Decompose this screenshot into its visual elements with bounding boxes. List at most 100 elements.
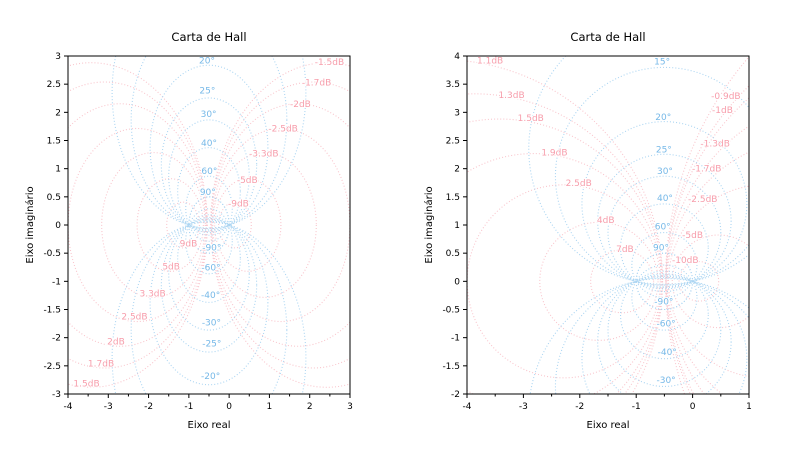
magnitude-db-label: 4dB bbox=[597, 216, 615, 226]
y-tick-label: 1 bbox=[454, 221, 460, 231]
y-tick-label: 4 bbox=[454, 52, 460, 62]
magnitude-db-label: 3.3dB bbox=[139, 290, 165, 300]
magnitude-db-label: 1.5dB bbox=[518, 114, 544, 124]
y-tick-label: 1 bbox=[55, 165, 61, 175]
x-tick-label: 2 bbox=[307, 402, 313, 412]
phase-circle bbox=[130, 56, 288, 230]
phase-deg-label: 60° bbox=[655, 223, 671, 233]
x-tick-label: 1 bbox=[746, 402, 752, 412]
hall-chart-right: 1.1dB 1.3dB 1.5dB 1.9dB 2.5dB 4dB 7dB -0.71dB -0… bbox=[423, 30, 752, 431]
phase-deg-label: 40° bbox=[657, 194, 673, 204]
magnitude-db-label: -1.7dB bbox=[302, 78, 331, 88]
phase-deg-label: -40° bbox=[201, 291, 220, 301]
phase-circle bbox=[111, 56, 307, 229]
magnitude-circle bbox=[467, 93, 663, 394]
phase-circle bbox=[619, 270, 709, 360]
magnitude-circle bbox=[101, 152, 206, 298]
y-tick-label: -0.5 bbox=[442, 306, 460, 316]
phase-deg-label: -30° bbox=[202, 318, 221, 328]
x-tick-label: -4 bbox=[64, 402, 73, 412]
phase-circle bbox=[177, 147, 241, 236]
phase-deg-label: 90° bbox=[653, 244, 669, 254]
magnitude-db-label: 1.1dB bbox=[477, 57, 503, 67]
x-tick-label: 0 bbox=[690, 402, 696, 412]
phase-circle bbox=[111, 221, 307, 394]
y-axis-label: Eixo imaginário bbox=[24, 186, 36, 263]
y-tick-label: 2 bbox=[55, 108, 61, 118]
magnitude-circle bbox=[166, 201, 200, 249]
magnitude-db-label: 1.7dB bbox=[88, 360, 114, 370]
phase-deg-label: 20° bbox=[655, 113, 671, 123]
phase-deg-label: -40° bbox=[658, 348, 677, 358]
magnitude-circle bbox=[214, 178, 282, 272]
magnitude-circle bbox=[467, 184, 661, 379]
y-tick-label: -1 bbox=[52, 277, 61, 287]
hall-chart-left: -1.5dB -1.7dB -2dB -2.5dB -3.3dB -5dB -9dB 9dB 5… bbox=[24, 30, 353, 431]
phase-circle bbox=[581, 275, 748, 394]
phase-circle bbox=[528, 56, 749, 285]
phase-deg-label: 25° bbox=[199, 86, 215, 96]
y-tick-label: -2.5 bbox=[43, 362, 61, 372]
y-axis-label: Eixo imaginário bbox=[423, 186, 435, 263]
x-axis-label: Eixo real bbox=[587, 420, 630, 431]
phase-deg-label: 60° bbox=[201, 167, 217, 177]
y-tick-label: 3.5 bbox=[446, 80, 460, 90]
phase-deg-label: 90° bbox=[200, 188, 216, 198]
magnitude-circle bbox=[666, 125, 749, 394]
magnitude-db-label: -9dB bbox=[228, 200, 249, 210]
phase-circle bbox=[597, 153, 732, 289]
magnitude-circle bbox=[68, 62, 208, 388]
magnitude-circle bbox=[467, 118, 663, 394]
phase-deg-label: -30° bbox=[656, 376, 675, 386]
magnitude-circle bbox=[667, 185, 749, 378]
magnitude-db-label: -2.5dB bbox=[268, 125, 297, 135]
magnitude-circle bbox=[665, 85, 749, 394]
x-axis-label: Eixo real bbox=[188, 420, 231, 431]
magnitude-db-label: -2.5dB bbox=[688, 195, 717, 205]
y-tick-label: -2 bbox=[451, 390, 460, 400]
plot-area: -1.5dB -1.7dB -2dB -2.5dB -3.3dB -5dB -9dB 9dB 5… bbox=[68, 56, 350, 394]
y-tick-label: 2 bbox=[454, 165, 460, 175]
magnitude-circle bbox=[68, 127, 207, 323]
phase-deg-label: -90° bbox=[202, 244, 221, 254]
magnitude-circle bbox=[467, 153, 662, 394]
magnitude-db-label: 2.5dB bbox=[121, 312, 147, 322]
magnitude-db-label: 2dB bbox=[107, 338, 125, 348]
y-tick-label: -1.5 bbox=[43, 306, 61, 316]
plot-area: 1.1dB 1.3dB 1.5dB 1.9dB 2.5dB 4dB 7dB -0.71dB -0… bbox=[467, 49, 749, 394]
magnitude-circle bbox=[212, 152, 317, 298]
x-tick-label: 3 bbox=[347, 402, 353, 412]
magnitude-db-label: 1.5dB bbox=[73, 379, 99, 389]
x-tick-label: -2 bbox=[575, 402, 584, 412]
phase-circle bbox=[554, 277, 749, 394]
magnitude-db-label: -1.3dB bbox=[700, 139, 729, 149]
phase-deg-label: 40° bbox=[201, 139, 217, 149]
phase-circle bbox=[631, 264, 698, 331]
y-tick-label: 0 bbox=[454, 277, 460, 287]
phase-deg-label: -20° bbox=[201, 372, 220, 382]
phase-deg-label: 20° bbox=[199, 57, 215, 67]
phase-deg-label: 25° bbox=[656, 146, 672, 156]
phase-deg-label: -60° bbox=[656, 320, 675, 330]
phase-circle bbox=[619, 203, 709, 293]
magnitude-db-label: 1.3dB bbox=[498, 91, 524, 101]
y-tick-label: 0.5 bbox=[47, 193, 61, 203]
magnitude-db-label: 9dB bbox=[180, 240, 198, 250]
phase-circle bbox=[168, 216, 250, 331]
y-tick-label: 1.5 bbox=[446, 193, 460, 203]
y-tick-label: -3 bbox=[52, 390, 61, 400]
y-tick-label: 0 bbox=[55, 221, 61, 231]
magnitude-db-label: -3.3dB bbox=[249, 149, 278, 159]
magnitude-db-label: -0.71dB bbox=[714, 49, 749, 59]
magnitude-circle bbox=[590, 249, 655, 314]
phase-circle bbox=[130, 220, 288, 394]
y-tick-label: -1 bbox=[451, 334, 460, 344]
chart-title: Carta de Hall bbox=[570, 30, 645, 44]
phase-circle bbox=[185, 175, 233, 242]
y-tick-label: 3 bbox=[454, 108, 460, 118]
phase-circle bbox=[160, 97, 258, 232]
x-tick-label: -1 bbox=[184, 402, 193, 412]
y-tick-label: -1.5 bbox=[442, 362, 460, 372]
x-tick-label: -3 bbox=[519, 402, 528, 412]
